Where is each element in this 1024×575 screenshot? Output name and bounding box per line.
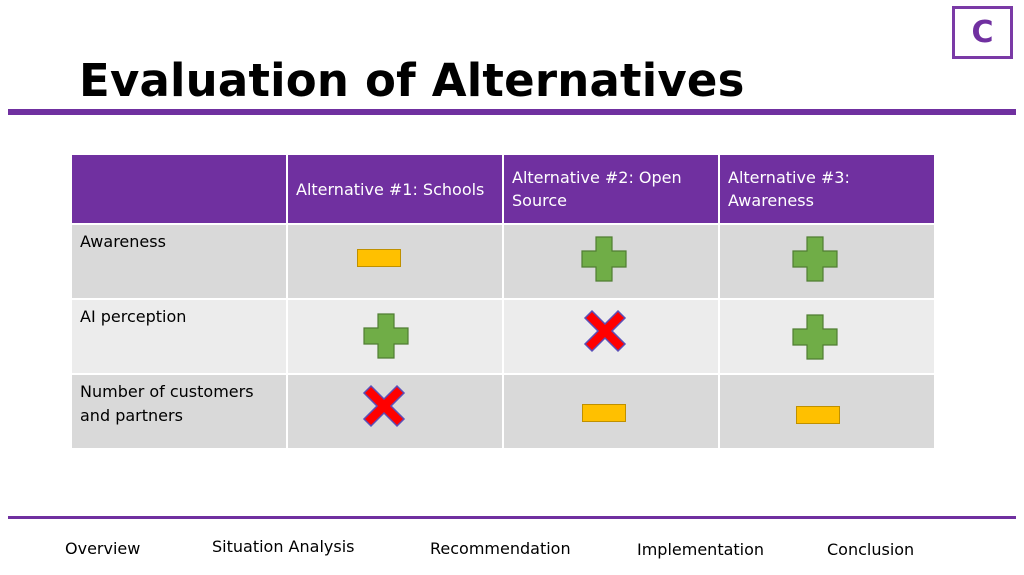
nav-item-recommendation[interactable]: Recommendation [430, 539, 571, 558]
rating-cell [502, 298, 720, 375]
cross-icon [583, 309, 627, 353]
header-alternative-3: Alternative #3: Awareness [718, 153, 936, 225]
nav-item-overview[interactable]: Overview [65, 539, 141, 558]
rating-cell [286, 298, 504, 375]
plus-icon [792, 314, 838, 360]
footer-divider [8, 516, 1016, 519]
nav-item-conclusion[interactable]: Conclusion [827, 540, 915, 559]
rating-cell [502, 223, 720, 300]
plus-icon [581, 236, 627, 282]
minus-icon [357, 249, 401, 267]
table-row: Number of customers and partners [70, 373, 936, 450]
nav-item-situation-analysis[interactable]: Situation Analysis [212, 537, 355, 556]
rating-cell [502, 373, 720, 450]
rating-cell [718, 298, 936, 375]
minus-icon [582, 404, 626, 422]
rating-cell [286, 223, 504, 300]
header-alternative-1: Alternative #1: Schools [286, 153, 504, 225]
plus-icon [363, 313, 409, 359]
plus-icon [792, 236, 838, 282]
table-row: AI perception [70, 298, 936, 375]
title-divider [8, 109, 1016, 115]
row-label-customers-partners: Number of customers and partners [70, 373, 288, 450]
header-empty-cell [70, 153, 288, 225]
table-row: Awareness [70, 223, 936, 300]
nav-item-implementation[interactable]: Implementation [637, 540, 765, 559]
rating-cell [718, 223, 936, 300]
header-alternative-2: Alternative #2: Open Source [502, 153, 720, 225]
rating-cell [718, 373, 936, 450]
page-title: Evaluation of Alternatives [79, 54, 745, 107]
evaluation-table: Alternative #1: Schools Alternative #2: … [70, 153, 936, 450]
rating-cell [286, 373, 504, 450]
table-header-row: Alternative #1: Schools Alternative #2: … [70, 153, 936, 225]
row-label-ai-perception: AI perception [70, 298, 288, 375]
cross-icon [362, 384, 406, 428]
footer-nav: Overview Situation Analysis Recommendati… [0, 537, 1024, 569]
minus-icon [796, 406, 840, 424]
section-badge: C [952, 6, 1013, 59]
row-label-awareness: Awareness [70, 223, 288, 300]
